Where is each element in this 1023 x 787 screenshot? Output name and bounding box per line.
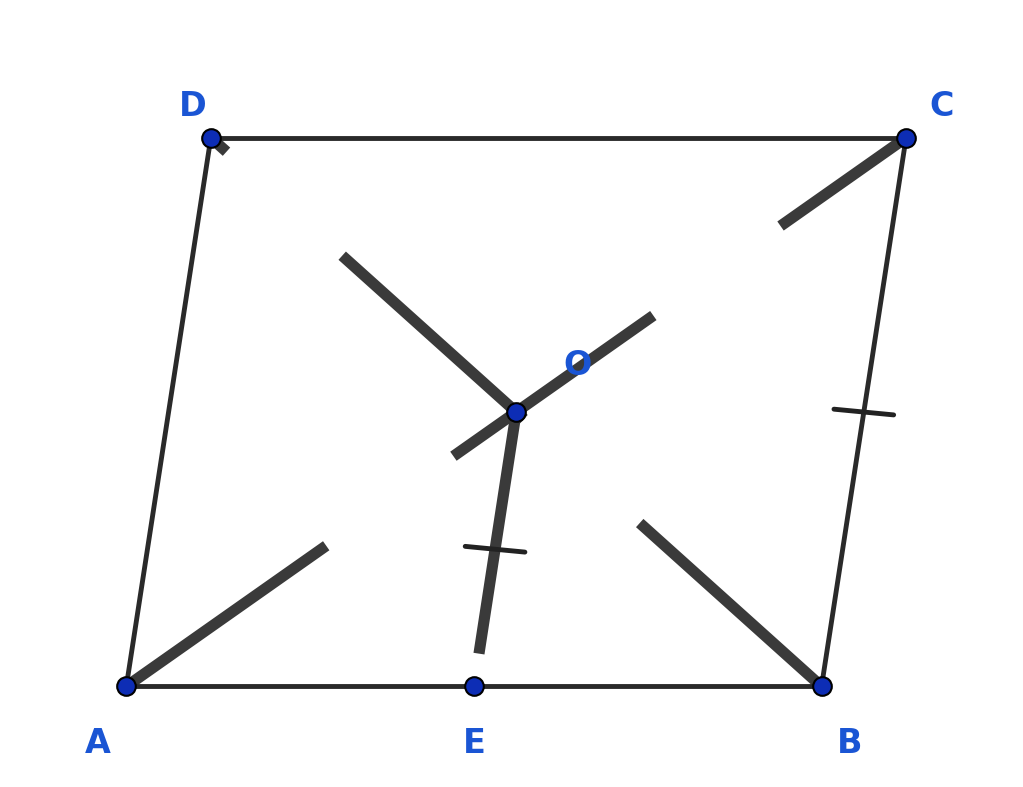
Text: D: D	[178, 90, 207, 123]
Text: C: C	[930, 90, 954, 123]
Point	[118, 680, 134, 693]
Text: B: B	[837, 727, 862, 760]
Point	[508, 406, 525, 419]
Point	[465, 680, 482, 693]
Text: A: A	[85, 727, 112, 760]
Text: O: O	[564, 349, 591, 382]
Text: E: E	[462, 727, 485, 760]
Point	[203, 131, 219, 144]
Point	[813, 680, 830, 693]
Point	[898, 131, 915, 144]
